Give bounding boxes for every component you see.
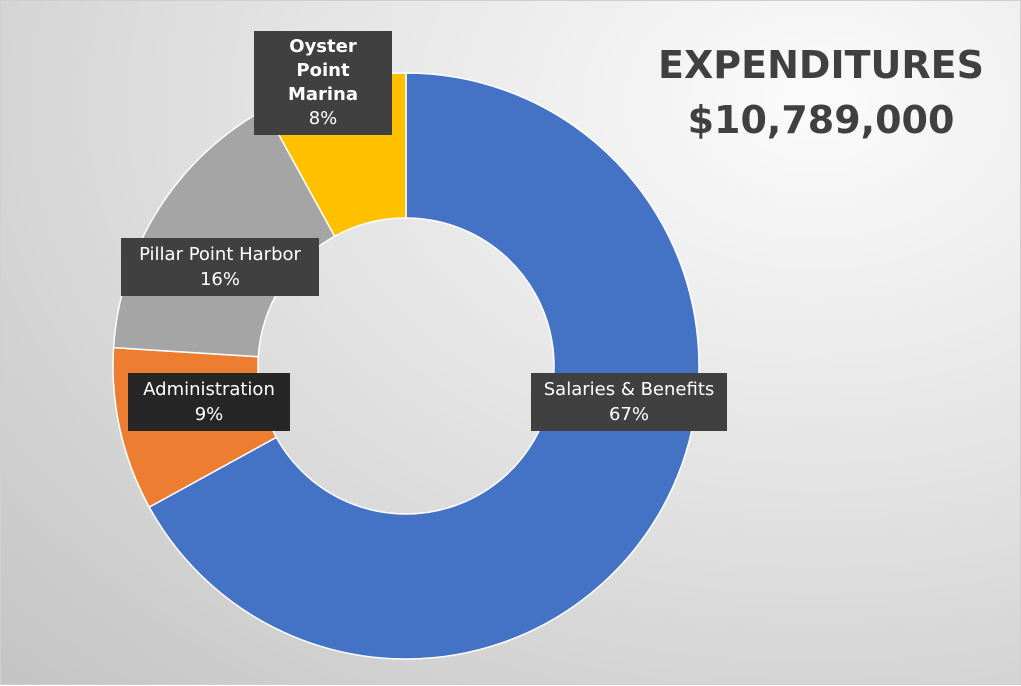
label-category: Pillar Point Harbor (139, 244, 301, 265)
data-label: Administration 9% (128, 373, 290, 431)
label-category: Oyster Point Marina (287, 36, 359, 105)
label-category: Administration (143, 379, 275, 400)
chart-title: EXPENDITURES (658, 43, 984, 87)
label-value: 16% (199, 269, 240, 290)
data-label: Salaries & Benefits 67% (531, 373, 727, 431)
label-value: 9% (194, 404, 224, 425)
label-value: 8% (308, 108, 338, 129)
chart-subtitle: $10,789,000 (687, 98, 955, 142)
label-category: Salaries & Benefits (543, 379, 715, 400)
data-label: Pillar Point Harbor 16% (121, 238, 319, 296)
data-label: Oyster Point Marina 8% (254, 31, 392, 135)
label-value: 67% (608, 404, 649, 425)
